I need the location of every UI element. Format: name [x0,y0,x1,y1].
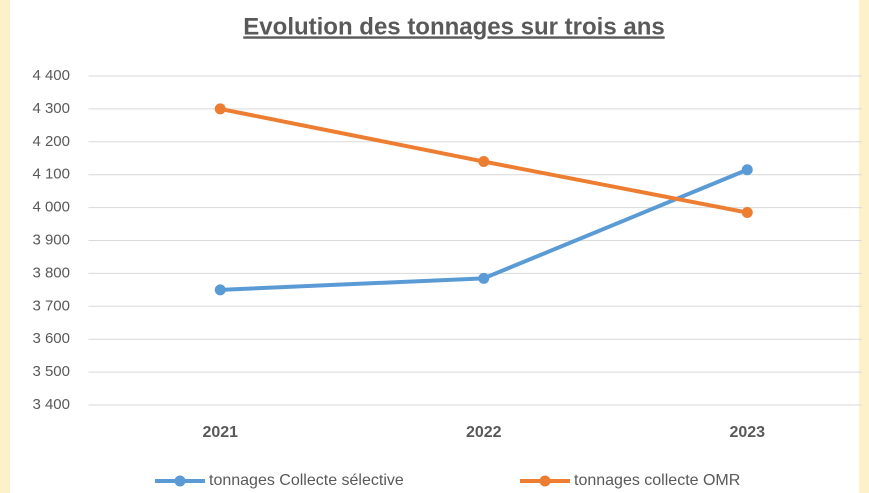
y-tick-label: 4 100 [32,166,70,183]
y-tick-label: 3 900 [32,231,70,248]
y-tick-label: 3 800 [32,264,70,281]
legend-label: tonnages Collecte sélective [209,472,404,489]
chart-area [10,0,859,493]
legend-marker [174,475,186,487]
y-tick-label: 4 200 [32,133,70,150]
chart-title: Evolution des tonnages sur trois ans [243,13,664,40]
data-point [214,284,226,296]
legend-label: tonnages collecte OMR [574,472,740,489]
y-tick-label: 3 600 [32,330,70,347]
y-tick-label: 4 300 [32,100,70,117]
legend-marker [539,475,551,487]
x-tick-label: 2023 [729,424,765,441]
data-point [214,103,226,115]
data-point [741,164,753,176]
y-tick-label: 4 400 [32,67,70,84]
y-tick-label: 4 000 [32,199,70,216]
data-point [478,272,490,284]
x-tick-label: 2021 [202,424,238,441]
y-tick-label: 3 700 [32,297,70,314]
data-point [478,156,490,168]
data-point [741,207,753,219]
x-tick-label: 2022 [466,424,502,441]
y-tick-label: 3 400 [32,396,70,413]
y-tick-label: 3 500 [32,363,70,380]
